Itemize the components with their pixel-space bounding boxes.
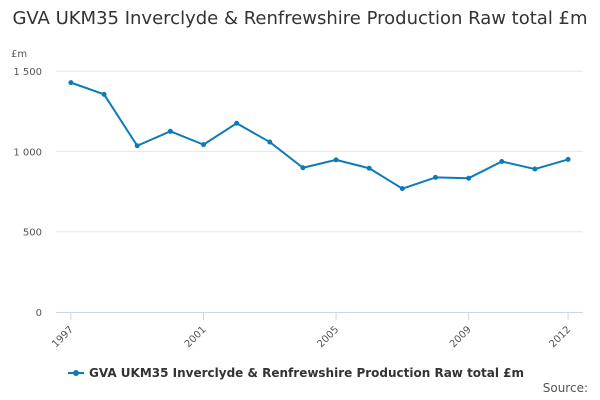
x-tick-label: 2001	[183, 324, 209, 350]
chart-title: GVA UKM35 Inverclyde & Renfrewshire Prod…	[12, 8, 588, 29]
data-point[interactable]	[300, 165, 306, 171]
x-tick-label: 2009	[448, 324, 474, 350]
axes: 0 500 1 000 1 500 £m 1997 2001 2005 2009 2012	[11, 49, 583, 350]
data-point[interactable]	[267, 139, 273, 145]
data-point[interactable]	[532, 166, 538, 172]
data-point[interactable]	[167, 128, 173, 134]
data-point[interactable]	[433, 174, 439, 180]
x-tick-label: 2005	[315, 324, 341, 350]
x-tick-label: 2012	[547, 324, 573, 350]
data-point[interactable]	[466, 175, 472, 181]
y-tick-label: 500	[23, 228, 42, 239]
data-point[interactable]	[134, 143, 140, 149]
data-point[interactable]	[234, 120, 240, 126]
y-axis-label: £m	[11, 49, 27, 60]
data-point[interactable]	[499, 158, 505, 164]
y-tick-label: 0	[36, 308, 42, 319]
y-tick-label: 1 000	[13, 147, 42, 158]
data-point[interactable]	[101, 91, 107, 97]
grid-lines	[56, 70, 583, 233]
series-layer	[68, 80, 571, 192]
data-point[interactable]	[366, 165, 372, 171]
legend-line-marker-icon	[68, 368, 84, 378]
x-tick-label: 1997	[50, 324, 76, 350]
source-label: Source:	[542, 381, 588, 395]
data-point[interactable]	[333, 157, 339, 163]
legend[interactable]: GVA UKM35 Inverclyde & Renfrewshire Prod…	[68, 366, 524, 380]
legend-label: GVA UKM35 Inverclyde & Renfrewshire Prod…	[89, 366, 525, 380]
data-point[interactable]	[200, 142, 206, 148]
data-point[interactable]	[399, 186, 405, 192]
data-point[interactable]	[565, 156, 571, 162]
series-line	[69, 81, 570, 190]
data-point[interactable]	[68, 80, 74, 86]
y-tick-label: 1 500	[13, 67, 42, 78]
